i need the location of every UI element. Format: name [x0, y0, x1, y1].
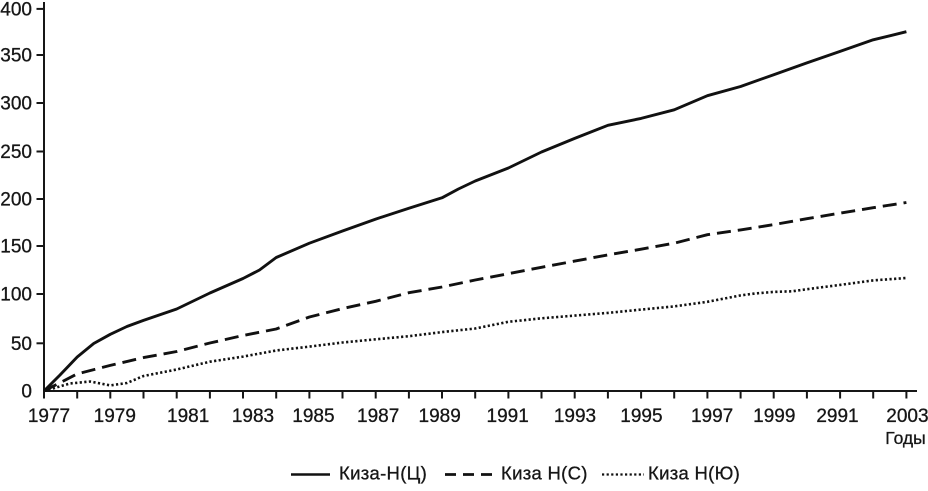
- svg-text:Киза Н(С): Киза Н(С): [501, 463, 588, 484]
- svg-text:2991: 2991: [816, 406, 858, 427]
- svg-text:1981: 1981: [167, 406, 209, 427]
- svg-text:50: 50: [11, 334, 32, 355]
- svg-text:1979: 1979: [94, 406, 136, 427]
- svg-text:1989: 1989: [419, 406, 461, 427]
- svg-text:1999: 1999: [753, 406, 795, 427]
- svg-text:Годы: Годы: [885, 428, 925, 448]
- svg-text:200: 200: [0, 190, 32, 211]
- svg-text:350: 350: [0, 46, 32, 67]
- svg-text:1995: 1995: [620, 406, 662, 427]
- svg-text:1993: 1993: [554, 406, 596, 427]
- svg-text:1985: 1985: [292, 406, 334, 427]
- svg-text:150: 150: [0, 237, 32, 258]
- svg-text:400: 400: [0, 0, 32, 21]
- svg-text:Киза Н(Ю): Киза Н(Ю): [648, 463, 740, 484]
- svg-text:1997: 1997: [691, 406, 733, 427]
- svg-text:250: 250: [0, 142, 32, 163]
- svg-text:1983: 1983: [232, 406, 274, 427]
- svg-text:300: 300: [0, 94, 32, 115]
- svg-text:2003: 2003: [886, 406, 928, 427]
- svg-text:Киза-Н(Ц): Киза-Н(Ц): [339, 463, 427, 484]
- svg-text:1987: 1987: [357, 406, 399, 427]
- svg-text:1977: 1977: [28, 406, 70, 427]
- svg-text:0: 0: [21, 382, 32, 403]
- svg-text:100: 100: [0, 285, 32, 306]
- svg-text:1991: 1991: [487, 406, 529, 427]
